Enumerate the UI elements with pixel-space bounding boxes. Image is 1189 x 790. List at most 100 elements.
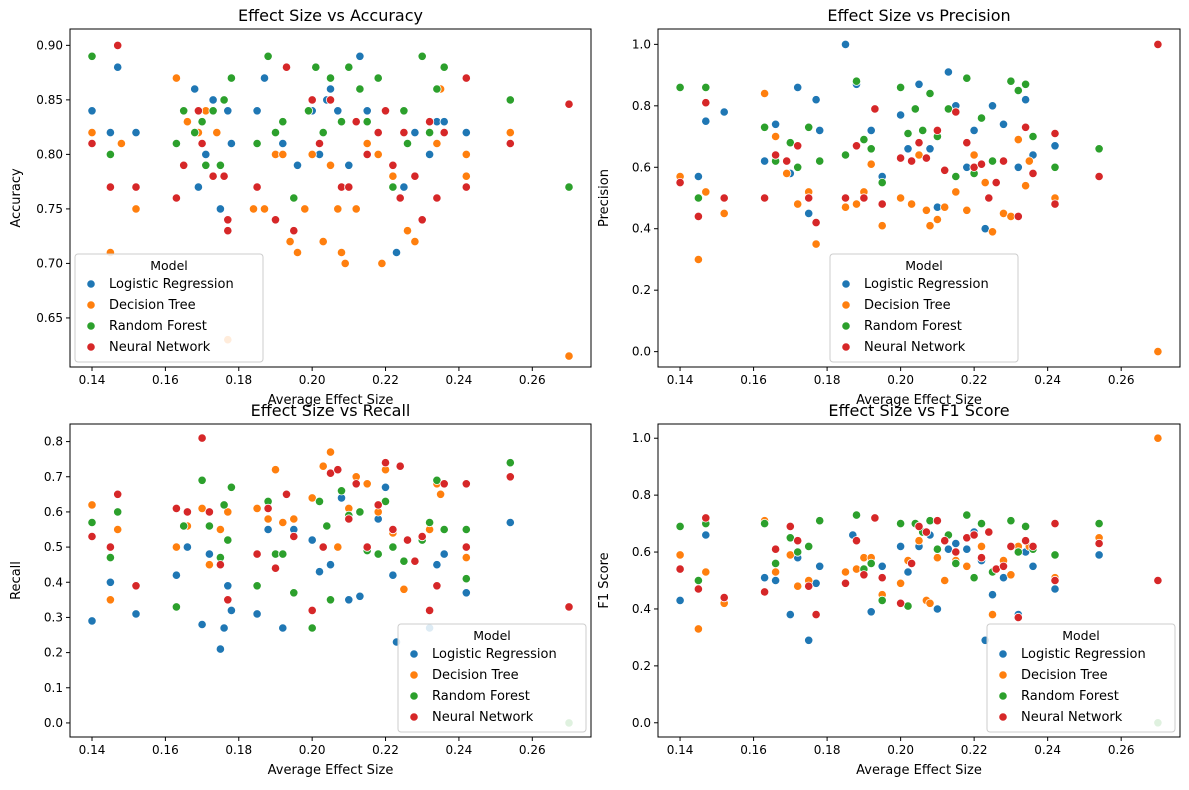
legend-marker <box>998 712 1008 722</box>
x-tick-label: 0.14 <box>667 743 694 757</box>
data-point <box>505 138 515 149</box>
data-point <box>770 119 781 129</box>
y-tick-label: 0.8 <box>632 488 651 502</box>
data-point <box>307 605 317 616</box>
legend-entry: Decision Tree <box>1021 668 1108 683</box>
data-point <box>402 226 413 236</box>
data-point <box>895 518 906 529</box>
data-point <box>1050 518 1060 529</box>
data-point <box>675 178 685 188</box>
data-point <box>925 221 935 231</box>
data-point <box>351 204 361 214</box>
data-point <box>307 493 317 503</box>
data-point <box>252 182 262 192</box>
data-point <box>373 149 383 159</box>
data-point <box>373 549 383 559</box>
data-point <box>318 542 328 552</box>
data-point <box>325 84 336 94</box>
data-point <box>701 530 711 540</box>
data-point <box>292 247 303 258</box>
data-point <box>866 159 876 169</box>
data-point <box>759 587 770 597</box>
data-point <box>208 95 218 105</box>
data-point <box>1028 168 1038 178</box>
data-point <box>410 128 420 138</box>
data-point <box>770 150 781 160</box>
data-point <box>278 138 288 149</box>
y-tick-label: 0.5 <box>44 540 63 554</box>
x-tick-label: 0.14 <box>79 743 106 757</box>
legend-marker <box>841 321 851 331</box>
data-point <box>432 560 442 570</box>
x-tick-label: 0.24 <box>1034 373 1061 387</box>
data-point <box>204 521 214 531</box>
data-point <box>921 153 932 163</box>
chart-title: Effect Size vs Accuracy <box>238 6 423 25</box>
data-point <box>461 542 471 552</box>
y-tick-label: 0.8 <box>632 99 651 113</box>
data-point <box>131 128 141 138</box>
y-tick-label: 0.70 <box>36 256 63 270</box>
data-point <box>417 51 427 61</box>
data-point <box>505 95 515 105</box>
data-point <box>719 592 729 603</box>
data-point <box>951 171 961 182</box>
data-point <box>505 472 515 482</box>
data-point <box>804 581 814 591</box>
scatter-points <box>675 39 1163 357</box>
legend-marker <box>841 342 851 352</box>
data-point <box>278 517 288 528</box>
data-point <box>675 521 685 532</box>
data-point <box>693 254 704 265</box>
data-point <box>976 159 987 169</box>
legend-title: Model <box>905 258 943 273</box>
data-point <box>314 138 325 149</box>
legend-title: Model <box>150 258 188 273</box>
data-point <box>336 117 347 127</box>
data-point <box>131 609 141 619</box>
data-point <box>322 521 332 531</box>
data-point <box>998 156 1009 166</box>
data-point <box>804 122 814 132</box>
data-point <box>675 564 685 574</box>
data-point <box>940 575 950 586</box>
data-point <box>355 84 365 94</box>
data-point <box>976 518 987 529</box>
data-point <box>804 541 814 552</box>
data-point <box>866 607 876 617</box>
y-tick-label: 0.80 <box>36 147 63 161</box>
data-point <box>906 199 917 209</box>
x-tick-label: 0.22 <box>961 373 988 387</box>
legend-entry: Logistic Regression <box>432 647 557 662</box>
legend-entry: Neural Network <box>864 340 966 355</box>
data-point <box>362 138 372 149</box>
data-point <box>318 461 328 471</box>
data-point <box>877 199 887 209</box>
data-point <box>325 468 336 478</box>
data-point <box>105 149 116 159</box>
data-point <box>215 204 225 214</box>
chart-panel-4: Effect Size vs F1 Score 0.14 0.16 0.18 0.20 0… <box>597 401 1181 778</box>
legend-entry: Decision Tree <box>432 668 519 683</box>
data-point <box>252 106 262 116</box>
data-point <box>87 138 97 149</box>
data-point <box>439 479 449 489</box>
scatter-points <box>87 40 574 361</box>
data-point <box>105 577 116 587</box>
legend-marker <box>841 279 851 289</box>
data-point <box>1013 85 1023 96</box>
legend-title: Model <box>473 628 511 643</box>
data-point <box>914 138 924 148</box>
data-point <box>895 193 906 203</box>
x-tick-label: 0.24 <box>1034 743 1061 757</box>
data-point <box>1050 141 1060 151</box>
data-point <box>1153 433 1163 443</box>
legend-marker <box>409 691 419 701</box>
data-point <box>759 88 770 99</box>
legend-entry: Decision Tree <box>864 298 951 313</box>
data-point <box>1020 122 1031 132</box>
data-point <box>432 84 442 94</box>
data-point <box>318 237 328 247</box>
legend-box <box>397 623 587 733</box>
data-point <box>113 489 123 499</box>
